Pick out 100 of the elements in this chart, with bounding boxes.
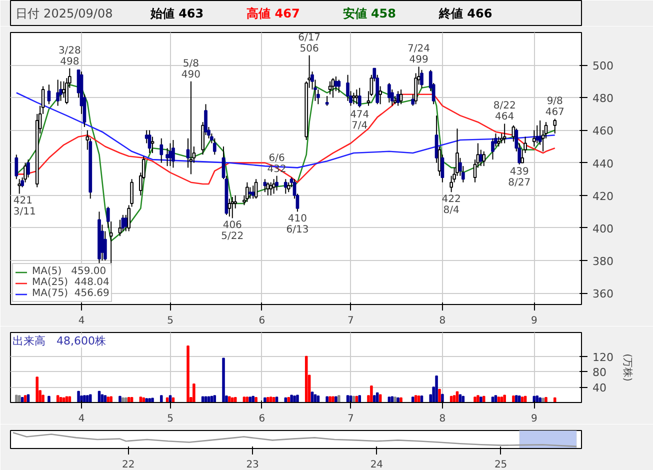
y-tick-label: 440 xyxy=(592,157,614,170)
candlestick xyxy=(56,79,60,106)
legend-label: MA(75) 456.69 xyxy=(32,288,110,299)
candlestick xyxy=(228,198,232,218)
candlestick xyxy=(266,182,270,196)
x-tick-label: 6 xyxy=(258,316,266,326)
x-tick-label: 22 xyxy=(122,460,135,470)
candlestick xyxy=(24,162,27,183)
candlestick xyxy=(248,186,252,200)
annotation: 9/8 467 xyxy=(545,96,564,118)
candlestick xyxy=(325,96,329,106)
y-tick-label: 80 xyxy=(592,366,606,380)
candlestick xyxy=(286,182,290,193)
candlestick xyxy=(234,194,238,209)
candlestick xyxy=(354,89,358,105)
candlestick xyxy=(166,148,169,167)
x-tick-label: 4 xyxy=(78,316,85,326)
annotation: 3/28 498 xyxy=(58,45,81,68)
x-tick-label: 25 xyxy=(494,460,508,470)
x-tick-label: 9 xyxy=(530,316,538,326)
candlestick xyxy=(553,118,557,134)
candlestick xyxy=(482,150,486,167)
chart-title: 日付 2025/09/08 xyxy=(16,6,113,20)
candlestick xyxy=(14,154,18,180)
candlestick xyxy=(130,178,134,208)
candlestick xyxy=(532,130,536,148)
x-tick-label: 24 xyxy=(370,460,384,470)
candlestick xyxy=(275,175,278,191)
y-tick-label: 460 xyxy=(592,124,614,138)
x-tick-label: 4 xyxy=(78,414,85,424)
candlestick xyxy=(230,196,234,219)
candlestick xyxy=(328,80,332,95)
x-tick-label: 23 xyxy=(246,460,259,470)
candlestick xyxy=(352,92,356,105)
annotation: 5/8 490 xyxy=(181,58,201,80)
candlestick xyxy=(331,78,335,98)
x-tick-label: 6 xyxy=(258,414,266,424)
candlestick xyxy=(251,185,255,200)
annotation: 439 8/27 xyxy=(508,166,531,188)
candlestick xyxy=(420,69,424,88)
text: 始値 463 xyxy=(149,6,204,20)
candlestick xyxy=(269,182,273,196)
candlestick xyxy=(479,149,483,167)
x-tick-label: 5 xyxy=(167,316,174,326)
candlestick xyxy=(127,204,131,232)
candlestick xyxy=(148,130,152,154)
annotation: 8/22 464 xyxy=(493,100,516,123)
candlestick xyxy=(396,90,400,106)
y-tick-label: 120 xyxy=(592,350,614,364)
x-tick-label: 8 xyxy=(439,414,446,424)
annotation: 6/17 506 xyxy=(298,32,321,54)
y-tick-label: 40 xyxy=(592,382,606,395)
candlestick xyxy=(168,142,172,167)
annotation: 421 3/11 xyxy=(13,196,36,218)
candlestick xyxy=(491,138,494,160)
annotation: 7/24 499 xyxy=(408,44,430,66)
y-axis-title: (万株) xyxy=(621,354,634,382)
text: 安値 458 xyxy=(342,6,396,20)
candlestick xyxy=(284,178,288,194)
candlestick xyxy=(212,138,216,156)
candlestick xyxy=(118,219,122,237)
x-tick-label: 7 xyxy=(348,316,354,326)
y-tick-label: 500 xyxy=(592,60,614,73)
candlestick xyxy=(496,136,500,148)
annotation: 422 8/4 xyxy=(442,194,461,216)
candlestick xyxy=(358,87,362,108)
candlestick xyxy=(254,178,258,200)
y-tick-label: 380 xyxy=(592,255,614,268)
y-tick-label: 480 xyxy=(592,92,614,106)
candlestick xyxy=(189,80,193,175)
y-tick-label: 420 xyxy=(592,190,614,203)
legend-label: MA(25) 448.04 xyxy=(32,277,110,288)
candlestick xyxy=(399,89,403,105)
candlestick xyxy=(272,178,276,194)
text: 高値 467 xyxy=(246,6,300,20)
x-tick-label: 9 xyxy=(530,414,538,424)
candlestick xyxy=(535,124,539,144)
candlestick xyxy=(388,82,391,104)
candlestick xyxy=(18,178,22,194)
candlestick xyxy=(524,136,527,154)
candlestick xyxy=(47,84,51,105)
x-tick-label: 5 xyxy=(167,414,174,424)
text: 終値 466 xyxy=(438,6,492,20)
legend-label: MA(5) 459.00 xyxy=(32,266,106,277)
annotation: 出来高 48,600株 xyxy=(12,334,106,348)
candlestick xyxy=(337,79,341,94)
y-tick-label: 360 xyxy=(592,288,614,301)
y-tick-label: 400 xyxy=(592,222,614,236)
candlestick xyxy=(246,182,249,202)
annotation: 410 6/13 xyxy=(286,214,309,236)
annotation: 406 5/22 xyxy=(221,220,244,242)
annotation: 474 7/4 xyxy=(350,109,370,132)
x-tick-label: 8 xyxy=(439,316,446,326)
x-tick-label: 7 xyxy=(348,414,354,424)
candlestick xyxy=(378,86,382,105)
candlestick xyxy=(150,136,154,154)
candlestick xyxy=(502,123,506,144)
candlestick xyxy=(160,138,164,164)
candlestick xyxy=(172,139,175,168)
candlestick xyxy=(121,214,125,232)
